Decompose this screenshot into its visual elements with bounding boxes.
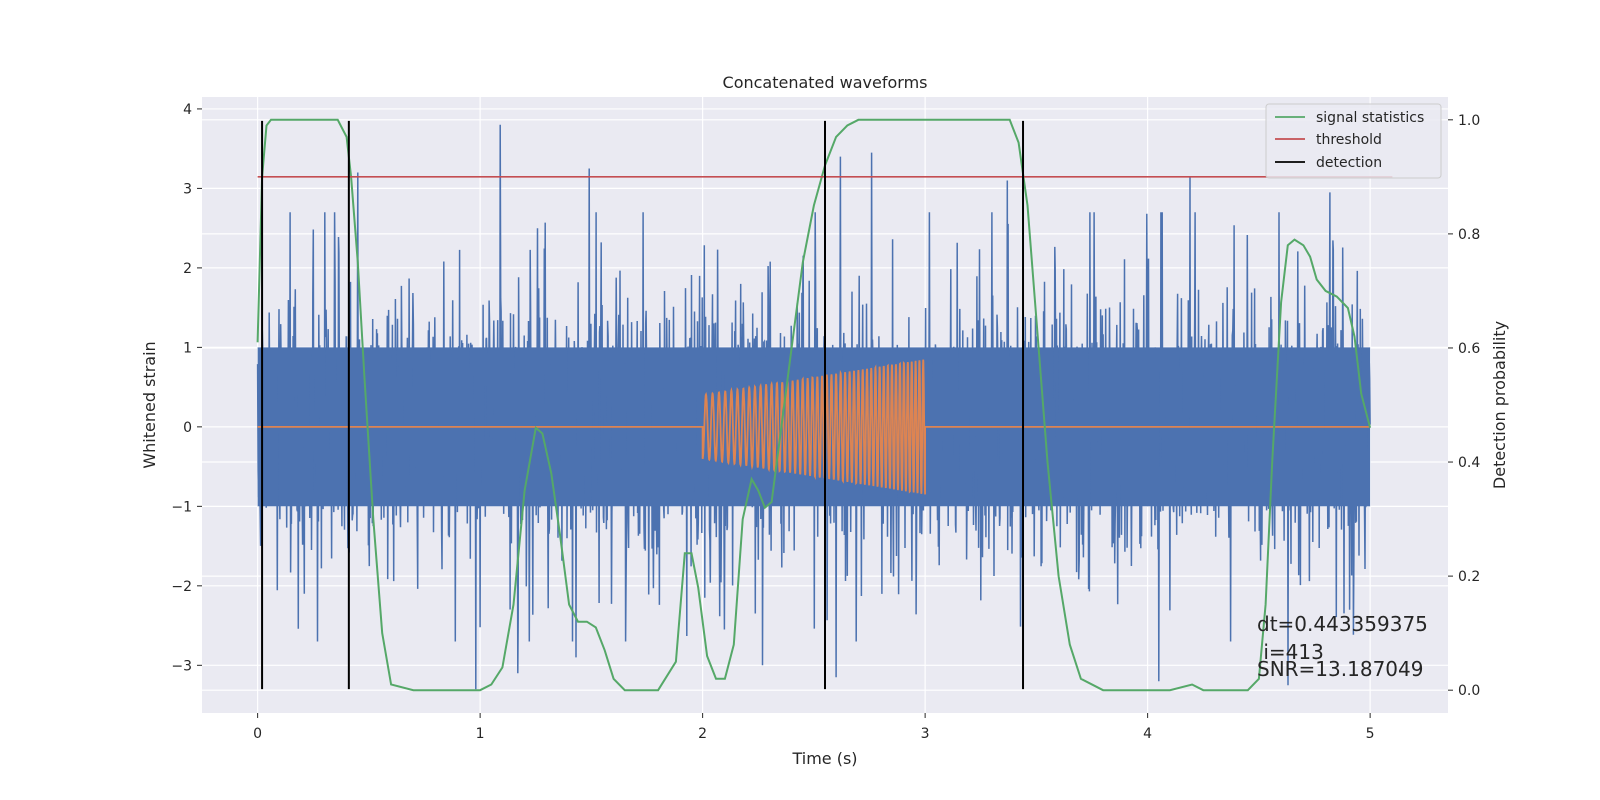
y-tick-label: −3: [171, 658, 192, 674]
x-axis-label: Time (s): [791, 749, 857, 768]
y2-tick-label: 0.8: [1458, 227, 1480, 243]
x-tick-label: 4: [1143, 726, 1152, 742]
legend-label-threshold: threshold: [1316, 132, 1382, 148]
y-axis-label: Whitened strain: [140, 341, 159, 468]
y2-axis-label: Detection probability: [1490, 321, 1509, 489]
legend: signal statistics threshold detection: [1265, 103, 1442, 179]
x-axis-ticks: 0 1 2 3 4 5: [253, 713, 1375, 742]
annotation-dt: dt=0.443359375: [1257, 612, 1428, 636]
legend-label-detection: detection: [1316, 155, 1382, 171]
annotation-index: i=413: [1257, 640, 1324, 664]
signal-statistics-line: [256, 118, 1372, 692]
annotation-snr: SNR=13.187049: [1257, 657, 1423, 681]
x-tick-label: 3: [921, 726, 930, 742]
y-tick-label: −1: [171, 499, 192, 515]
y-tick-label: 3: [183, 181, 192, 197]
x-tick-label: 1: [476, 726, 485, 742]
y2-tick-label: 0.0: [1458, 683, 1480, 699]
template-line: [257, 359, 1371, 495]
x-tick-label: 0: [253, 726, 262, 742]
x-tick-label: 2: [698, 726, 707, 742]
chart-title: Concatenated waveforms: [723, 73, 928, 92]
legend-label-signal-statistics: signal statistics: [1316, 110, 1424, 126]
legend-box: [1265, 103, 1442, 179]
y-tick-label: 1: [183, 340, 192, 356]
template-layer: [257, 359, 1371, 495]
y-tick-label: 4: [183, 102, 192, 118]
y-axis-ticks: −3 −2 −1 0 1 2 3 4: [171, 102, 202, 674]
y2-axis-ticks: 0.0 0.2 0.4 0.6 0.8 1.0: [1448, 113, 1480, 699]
y2-tick-label: 1.0: [1458, 113, 1480, 129]
y2-tick-label: 0.6: [1458, 341, 1480, 357]
y-tick-label: 2: [183, 261, 192, 277]
y-tick-label: 0: [183, 420, 192, 436]
detection-layer: [261, 120, 1025, 690]
x-tick-label: 5: [1366, 726, 1375, 742]
y-tick-label: −2: [171, 579, 192, 595]
signal-statistics-layer: [256, 118, 1372, 692]
y2-tick-label: 0.4: [1458, 455, 1480, 471]
y2-tick-label: 0.2: [1458, 569, 1480, 585]
